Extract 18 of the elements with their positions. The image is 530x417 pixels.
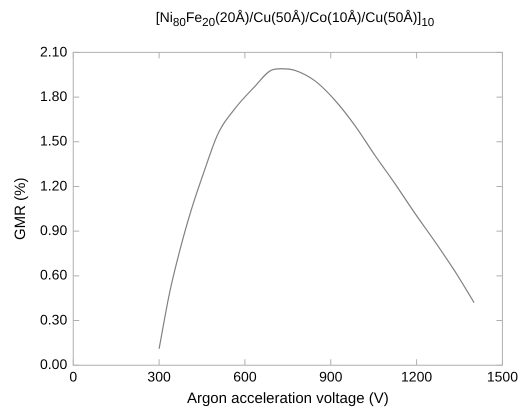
x-tick-label: 1200	[401, 368, 432, 384]
y-tick-label: 2.10	[40, 43, 68, 60]
y-tick-label: 1.80	[40, 88, 68, 104]
x-tick-label: 300	[147, 368, 171, 384]
y-tick-label: 0.90	[40, 222, 68, 238]
y-axis-title: GMR (%)	[12, 178, 30, 240]
y-tick-label: 0.60	[40, 266, 68, 283]
y-tick-label: 0.30	[40, 311, 68, 328]
x-tick-label: 900	[319, 368, 343, 384]
x-tick-label: 1500	[486, 368, 518, 384]
y-tick-label: 0.00	[40, 356, 68, 372]
line-series	[158, 68, 475, 350]
y-tick-label: 1.50	[40, 132, 68, 149]
y-tick-label: 1.20	[40, 177, 68, 194]
x-tick-label: 0	[69, 368, 78, 384]
chart-title: [Ni$_{80}$Fe$_{20}$(20Å)/Cu(50Å)/Co(10Å)/Cu(50Å)]$_{10}$	[154, 8, 436, 31]
x-axis-title: Argon acceleration voltage (V)	[186, 390, 389, 408]
x-tick-label: 600	[233, 368, 257, 384]
